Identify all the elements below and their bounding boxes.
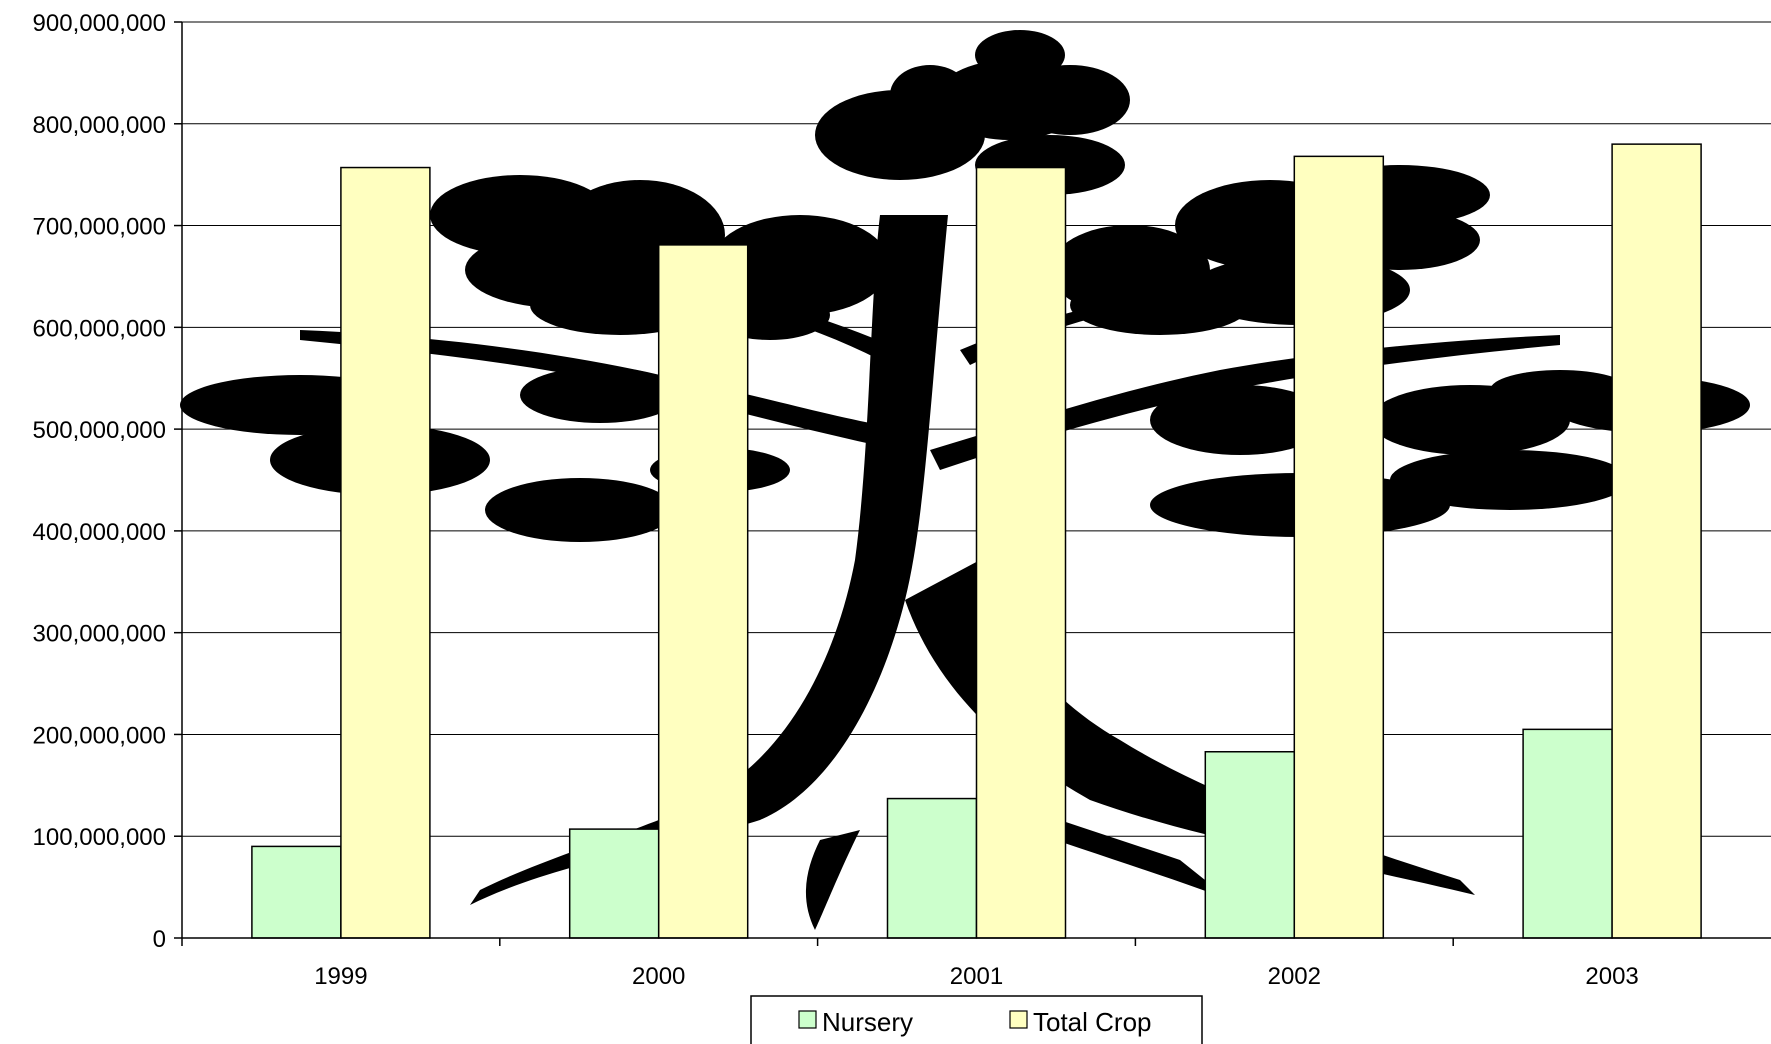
y-tick-label: 900,000,000 <box>33 10 166 37</box>
legend-label-nursery: Nursery <box>822 1007 913 1037</box>
bar-nursery-2002 <box>1204 750 1296 939</box>
bar-total-crop-2001 <box>975 166 1067 939</box>
x-tick-label: 2001 <box>950 963 1003 990</box>
legend-swatch-total-crop <box>1009 1010 1028 1029</box>
y-tick-label: 600,000,000 <box>33 315 166 342</box>
y-tick-label: 200,000,000 <box>33 722 166 749</box>
y-tick-label: 700,000,000 <box>33 214 166 241</box>
legend-label-total-crop: Total Crop <box>1033 1007 1152 1037</box>
x-tick-label: 2000 <box>632 963 685 990</box>
bar-nursery-1999 <box>251 845 342 939</box>
x-tick-label: 2002 <box>1268 963 1321 990</box>
legend-box <box>750 995 1203 1044</box>
y-tick-label: 300,000,000 <box>33 621 166 648</box>
y-tick-label: 400,000,000 <box>33 519 166 546</box>
bar-total-crop-2002 <box>1293 155 1385 939</box>
x-tick-label: 2003 <box>1585 963 1638 990</box>
y-tick-label: 100,000,000 <box>33 824 166 851</box>
bar-total-crop-1999 <box>340 166 431 939</box>
x-tick-label: 1999 <box>314 963 367 990</box>
axes <box>174 21 1771 946</box>
y-tick-label: 800,000,000 <box>33 112 166 139</box>
legend-swatch-nursery <box>798 1010 817 1029</box>
bar-nursery-2001 <box>886 797 978 939</box>
y-tick-label: 0 <box>153 926 166 953</box>
legend: Nursery Total Crop <box>750 995 1203 1044</box>
y-tick-label: 500,000,000 <box>33 417 166 444</box>
bar-nursery-2000 <box>568 828 660 939</box>
tick-labels: 0 100,000,000 200,000,000 300,000,000 400,00… <box>33 10 1639 990</box>
bar-total-crop-2000 <box>657 244 749 939</box>
bar-nursery-2003 <box>1522 728 1613 939</box>
bars <box>251 143 1702 939</box>
bar-total-crop-2003 <box>1611 143 1702 939</box>
